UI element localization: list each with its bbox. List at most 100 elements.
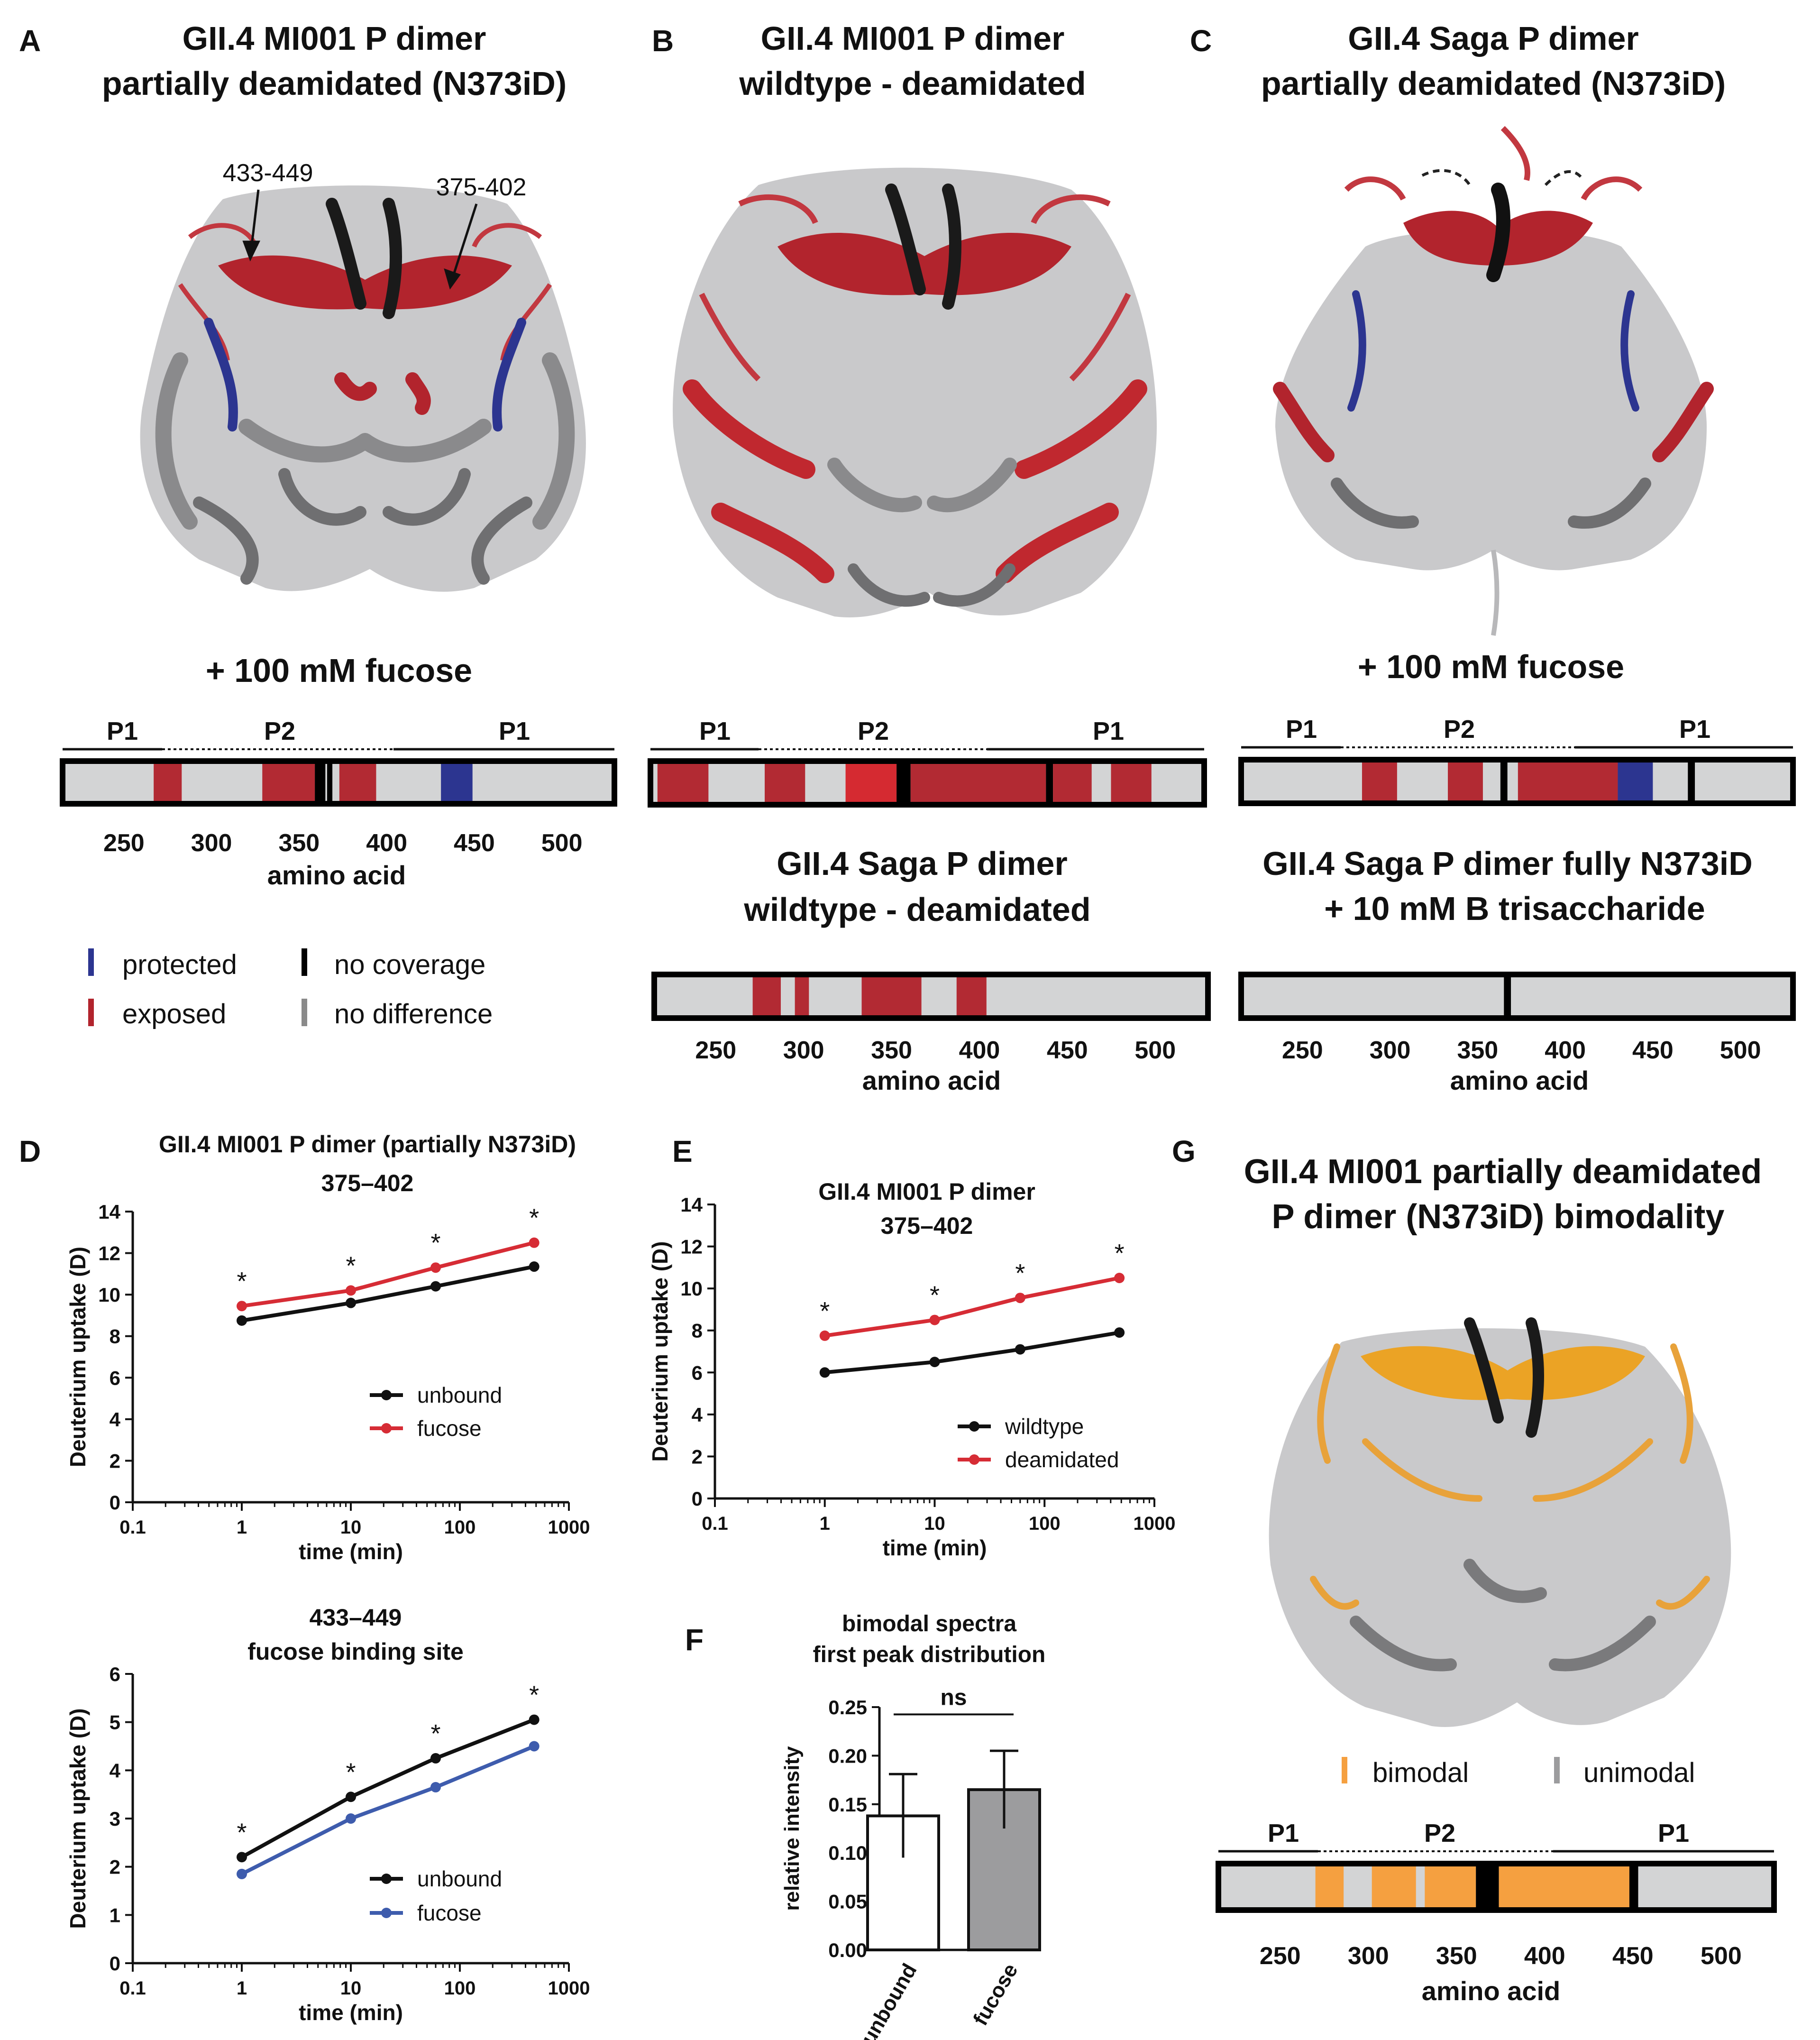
axis-tick-label: 350	[278, 829, 320, 857]
annotation-375-402: 375-402	[436, 174, 527, 201]
data-point-deamidated	[929, 1314, 940, 1325]
legend-no-coverage-swatch	[302, 948, 307, 976]
axis-tick-label: 300	[1348, 1942, 1389, 1970]
panel-d1-subtitle: 375–402	[321, 1170, 414, 1196]
data-point-unbound	[346, 1792, 356, 1802]
sequence-segment-exposed	[910, 761, 1046, 805]
significance-star: *	[346, 1251, 356, 1280]
legend-label-unbound: unbound	[417, 1866, 502, 1891]
panel-f-title: bimodal spectra	[842, 1611, 1016, 1636]
legend-protected-label: protected	[122, 949, 237, 980]
sequence-segment-protected	[1618, 760, 1653, 803]
panel-d2-title: 433–449	[310, 1604, 402, 1631]
sequence-segment-no-coverage	[315, 761, 326, 804]
x-tick-label: 10	[340, 1978, 362, 1999]
panel-a-protein-structure	[140, 185, 586, 592]
panel-a-title-line1: GII.4 MI001 P dimer	[183, 20, 486, 57]
sequence-segment-exposed	[262, 761, 315, 804]
axis-tick-label: 250	[1260, 1942, 1301, 1970]
y-tick-label: 3	[110, 1808, 120, 1830]
legend-bimodal-swatch	[1342, 1757, 1347, 1783]
sequence-segment-no-coverage	[1500, 760, 1508, 803]
y-tick-label: 14	[98, 1201, 120, 1223]
data-point-fucose	[529, 1741, 540, 1752]
sequence-segment-no-coverage	[1476, 1864, 1499, 1910]
series-line-fucose	[241, 1241, 535, 1308]
y-axis-label: Deuterium uptake (D)	[648, 1241, 672, 1461]
panel-a-sequence-bar	[60, 758, 617, 807]
panel-b-domain-p1-left: P1	[699, 717, 731, 745]
significance-star: *	[820, 1297, 830, 1325]
x-tick-label: 1	[237, 1517, 247, 1538]
sequence-segment-bimodal	[1499, 1864, 1629, 1910]
sequence-segment-bimodal	[1315, 1864, 1344, 1910]
panel-c-full-title-line1: GII.4 Saga P dimer fully N373iD	[1262, 845, 1753, 882]
sequence-segment-no-coverage	[1046, 761, 1053, 805]
panel-d-chart-433-449: 0 1 2 3 4 5 6 0.1 1 10 100 1000 time (min) Deuterium …	[65, 1663, 590, 2025]
legend-exposed-swatch	[88, 999, 94, 1026]
series-line-fucose	[241, 1744, 535, 1876]
panel-d2-subtitle: fucose binding site	[247, 1638, 464, 1665]
legend-marker-wildtype	[969, 1421, 979, 1432]
panel-c-full-title-line2: + 10 mM B trisaccharide	[1324, 890, 1705, 927]
y-tick-label: 0.00	[828, 1939, 867, 1961]
panel-g-domain-p1-right: P1	[1658, 1819, 1689, 1847]
axis-tick-label: 250	[695, 1037, 736, 1064]
legend-label-wildtype: wildtype	[1005, 1414, 1084, 1439]
legend-no-difference-swatch	[302, 999, 307, 1026]
x-tick-label: 0.1	[702, 1513, 728, 1534]
sequence-segment-exposed	[956, 974, 987, 1018]
x-axis-label: time (min)	[299, 2000, 403, 2025]
panel-g-axis-label: amino acid	[1422, 1976, 1561, 2006]
y-tick-label: 2	[110, 1450, 120, 1472]
sequence-segment-exposed	[795, 974, 809, 1018]
panel-b-title-line2: wildtype - deamidated	[739, 65, 1086, 102]
sequence-segment-no-coverage	[1504, 974, 1511, 1018]
sequence-segment-bimodal	[1372, 1864, 1416, 1910]
axis-tick-label: 450	[454, 829, 495, 857]
panel-c-sequence-bar-fucose	[1238, 757, 1796, 806]
axis-tick-label: 250	[103, 829, 145, 857]
sequence-bar-background	[1241, 974, 1793, 1018]
panel-b-sequence-ticks: 250 300 350 400 450 500	[695, 1037, 1176, 1064]
panel-b-domain-p1-right: P1	[1093, 717, 1124, 745]
panel-letter-g: G	[1172, 1134, 1196, 1168]
sequence-segment-exposed	[1448, 760, 1483, 803]
legend-label-deamidated: deamidated	[1005, 1447, 1119, 1472]
significance-star: *	[1015, 1259, 1025, 1287]
axis-tick-label: 500	[541, 829, 583, 857]
panel-a-treatment: + 100 mM fucose	[206, 652, 472, 689]
y-tick-label: 10	[98, 1284, 120, 1306]
axis-tick-label: 400	[1524, 1942, 1565, 1970]
panel-c-domain-p1-left: P1	[1286, 715, 1317, 744]
sequence-bar-frame	[1216, 1861, 1777, 1913]
y-tick-label: 0.10	[828, 1842, 867, 1864]
y-axis-label: relative intensity	[780, 1746, 804, 1911]
panel-g-domain-p1-left: P1	[1268, 1819, 1299, 1847]
axis-tick-label: 500	[1701, 1942, 1742, 1970]
y-tick-label: 12	[680, 1236, 703, 1258]
axis-tick-label: 500	[1720, 1037, 1761, 1064]
sequence-bar-background	[1241, 760, 1793, 803]
data-point-fucose	[529, 1237, 540, 1248]
arrowhead-375-402	[444, 268, 461, 290]
axis-tick-label: 250	[1282, 1037, 1323, 1064]
sequence-segment-exposed-bright	[845, 761, 897, 805]
legend-marker-fucose	[381, 1423, 392, 1434]
y-tick-label: 4	[110, 1759, 121, 1782]
panel-letter-e: E	[672, 1134, 693, 1168]
panel-d1-title: GII.4 MI001 P dimer (partially N373iD)	[159, 1131, 576, 1158]
x-tick-label: 1	[820, 1513, 830, 1534]
sequence-bar-background	[63, 761, 614, 804]
y-tick-label: 0	[692, 1488, 703, 1510]
y-tick-label: 0	[110, 1491, 120, 1514]
sequence-segment-no-coverage	[1688, 760, 1695, 803]
panel-b-saga-title-line1: GII.4 Saga P dimer	[777, 845, 1067, 882]
panel-a-domain-p1-left: P1	[107, 717, 138, 745]
panel-g-title-line1: GII.4 MI001 partially deamidated	[1244, 1153, 1762, 1191]
series-line-unbound	[241, 1718, 535, 1859]
y-tick-label: 12	[98, 1242, 120, 1265]
data-point-wildtype	[929, 1357, 940, 1368]
series-line-wildtype	[824, 1331, 1120, 1375]
